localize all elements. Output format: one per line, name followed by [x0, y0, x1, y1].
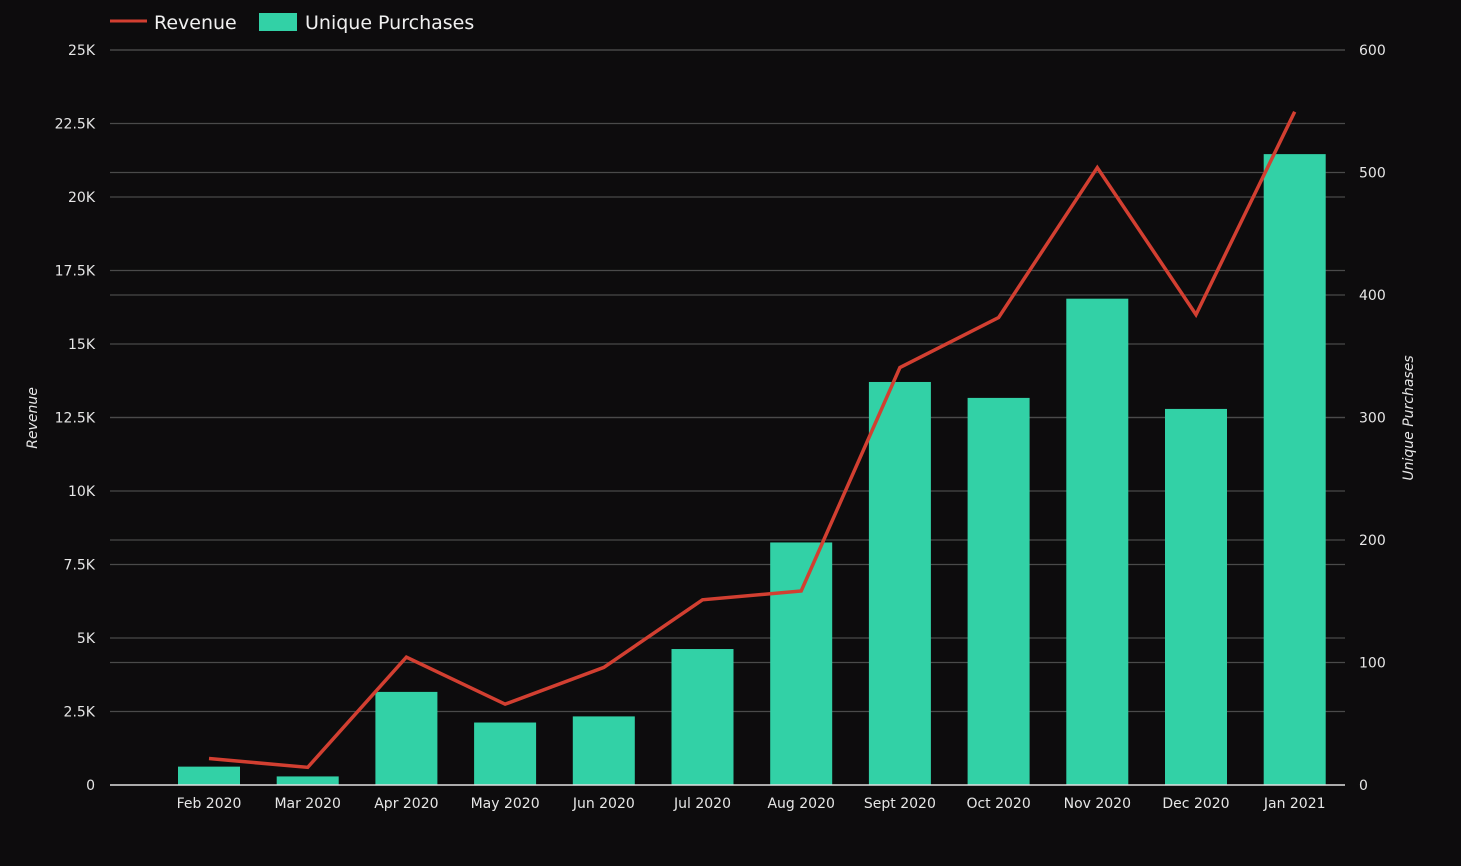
legend-revenue-label: Revenue: [154, 12, 237, 34]
line-layer: [208, 110, 1297, 770]
legend-unique-purchases-label: Unique Purchases: [305, 12, 474, 34]
x-tick-label: Jul 2020: [673, 796, 731, 812]
right-tick-label: 600: [1359, 43, 1386, 59]
left-tick-label: 2.5K: [64, 705, 96, 721]
grid-layer: [110, 49, 1345, 713]
bar-layer: [178, 154, 1326, 785]
left-tick-label: 10K: [68, 484, 96, 500]
line-revenue: [208, 110, 1297, 770]
bar-unique-purchases: [967, 397, 1030, 785]
bar-unique-purchases: [1263, 154, 1326, 785]
bar-unique-purchases: [671, 649, 734, 785]
bar-unique-purchases: [1066, 298, 1129, 785]
legend: Revenue Unique Purchases: [110, 12, 474, 34]
x-tick-label: Apr 2020: [374, 796, 438, 812]
x-tick-label: Aug 2020: [767, 796, 834, 812]
right-tick-label: 200: [1359, 533, 1386, 549]
bar-unique-purchases: [178, 766, 240, 785]
bar-unique-purchases: [1165, 408, 1227, 785]
left-axis-title: Revenue: [25, 387, 41, 449]
bar-unique-purchases: [375, 691, 438, 785]
right-tick-label: 500: [1359, 166, 1386, 182]
bar-unique-purchases: [572, 716, 635, 785]
x-tick-label: Oct 2020: [966, 796, 1030, 812]
x-tick-label: Mar 2020: [274, 796, 341, 812]
left-tick-label: 22.5K: [55, 117, 96, 133]
left-tick-label: 25K: [68, 43, 96, 59]
bar-unique-purchases: [474, 722, 537, 785]
x-tick-label: Jan 2021: [1263, 796, 1326, 812]
left-tick-label: 7.5K: [64, 558, 96, 574]
x-tick-label: Dec 2020: [1162, 796, 1229, 812]
left-tick-label: 0: [86, 778, 95, 794]
right-tick-label: 0: [1359, 778, 1368, 794]
x-tick-label: Sept 2020: [864, 796, 936, 812]
bar-unique-purchases: [276, 776, 339, 785]
x-tick-label: Feb 2020: [177, 796, 242, 812]
axis-layer: 0 2.5K 5K 7.5K 10K 12.5K 15K 17.5K 20K 22.5K 25K 0 1…: [55, 43, 1386, 812]
legend-unique-purchases-swatch: [259, 13, 297, 31]
bar-unique-purchases: [868, 381, 931, 785]
left-tick-label: 5K: [77, 631, 96, 647]
x-tick-label: Nov 2020: [1064, 796, 1131, 812]
bar-unique-purchases: [770, 542, 833, 785]
right-tick-label: 100: [1359, 656, 1386, 672]
left-tick-label: 15K: [68, 337, 96, 353]
right-tick-label: 400: [1359, 288, 1386, 304]
left-tick-label: 20K: [68, 190, 96, 206]
right-axis-title: Unique Purchases: [1401, 355, 1417, 480]
left-tick-label: 17.5K: [55, 264, 96, 280]
left-tick-label: 12.5K: [55, 411, 96, 427]
x-tick-label: May 2020: [471, 796, 540, 812]
right-tick-label: 300: [1359, 411, 1386, 427]
x-tick-label: Jun 2020: [572, 796, 635, 812]
